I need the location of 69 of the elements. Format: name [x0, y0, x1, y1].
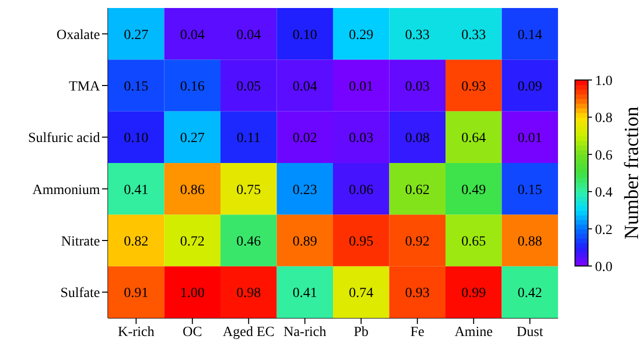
color-bar-label: 0.2: [595, 222, 612, 238]
data-label: 0.65: [461, 234, 486, 250]
data-label: 0.99: [461, 286, 486, 302]
data-label: 0.03: [348, 131, 374, 146]
color-bar-label: 0.4: [595, 186, 612, 201]
data-label: 0.92: [405, 234, 430, 250]
data-label: 0.11: [236, 131, 261, 146]
y-tick-label: TMA: [68, 79, 101, 94]
x-tick-label: Dust: [516, 324, 544, 340]
data-label: 0.91: [124, 286, 148, 302]
y-tick-label: Ammonium: [32, 182, 100, 198]
data-label: 0.03: [405, 80, 430, 94]
y-tick-label: Oxalate: [56, 28, 100, 43]
color-bar-title: Number fraction: [621, 106, 640, 240]
x-tick-label: Fe: [410, 324, 424, 340]
data-label: 0.88: [518, 234, 542, 250]
color-bar-label: 0.6: [595, 148, 612, 164]
data-label: 0.10: [292, 28, 318, 43]
data-label: 0.04: [236, 28, 261, 43]
data-label: 0.04: [292, 80, 318, 94]
x-tick-label: Pb: [354, 324, 369, 340]
data-label: 0.23: [292, 182, 318, 198]
y-tick-label: Sulfuric acid: [28, 131, 100, 146]
data-label: 0.41: [292, 286, 318, 302]
data-label: 0.08: [405, 131, 430, 146]
data-label: 0.10: [124, 131, 148, 146]
data-label: 0.05: [236, 80, 261, 94]
data-label: 0.95: [348, 234, 374, 250]
data-label: 0.98: [236, 286, 261, 302]
data-label: 0.46: [236, 234, 261, 250]
data-label: 0.04: [180, 28, 205, 43]
data-label: 0.01: [518, 131, 542, 146]
data-label: 0.62: [405, 182, 430, 198]
color-bar-label: 0.8: [595, 111, 612, 126]
data-label: 0.49: [461, 182, 486, 198]
color-bar-label: 1.0: [595, 74, 612, 89]
data-label: 0.74: [348, 286, 374, 302]
data-label: 0.93: [405, 286, 430, 302]
data-label: 0.15: [518, 182, 542, 198]
data-label: 0.72: [180, 234, 205, 250]
data-label: 0.27: [124, 28, 148, 43]
data-label: 0.42: [518, 286, 542, 302]
data-label: 0.82: [124, 234, 148, 250]
data-label: 0.09: [518, 80, 542, 94]
data-label: 0.01: [348, 80, 374, 94]
data-label: 0.41: [124, 182, 148, 198]
data-label: 0.02: [292, 131, 318, 146]
y-tick-label: Sulfate: [60, 286, 100, 302]
data-label: 0.93: [461, 80, 486, 94]
data-label: 0.16: [180, 80, 205, 94]
data-label: 0.29: [348, 28, 374, 43]
data-label: 0.64: [461, 131, 486, 146]
data-label: 1.00: [180, 286, 205, 302]
x-tick-label: Na-rich: [283, 324, 326, 340]
data-label: 0.27: [180, 131, 205, 146]
y-tick-label: Nitrate: [61, 234, 100, 250]
color-bar-label: 0.0: [595, 260, 612, 275]
data-label: 0.15: [124, 80, 148, 94]
data-label: 0.75: [236, 182, 261, 198]
data-label: 0.89: [292, 234, 318, 250]
x-tick-label: Aged EC: [222, 324, 274, 340]
data-label: 0.14: [518, 28, 542, 43]
data-label: 0.86: [180, 182, 205, 198]
x-tick-label: Amine: [454, 324, 493, 340]
data-label: 0.33: [405, 28, 430, 43]
data-label: 0.33: [461, 28, 486, 43]
x-tick-label: OC: [182, 324, 202, 340]
x-tick-label: K-rich: [118, 324, 154, 340]
data-label: 0.06: [348, 182, 374, 198]
